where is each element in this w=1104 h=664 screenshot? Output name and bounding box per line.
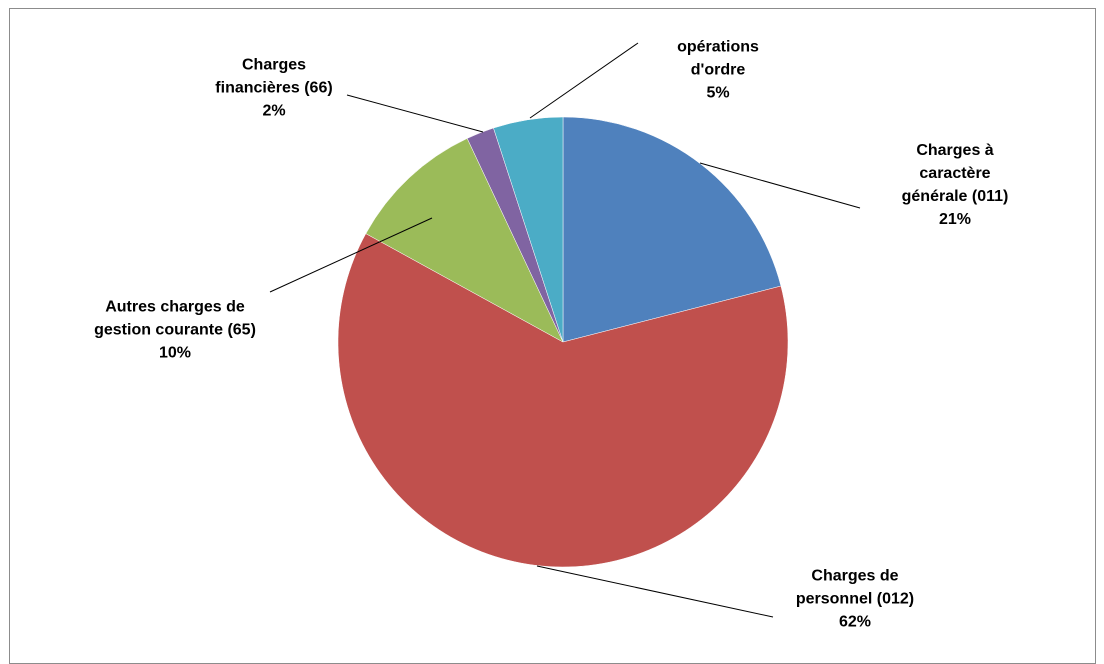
leader-line <box>269 217 433 293</box>
leader-line <box>346 94 484 133</box>
label-value: 5% <box>706 84 730 102</box>
pie-slice <box>562 116 782 343</box>
label-category: Charges de personnel (012) <box>795 567 915 608</box>
data-label: Charges de personnel (012) 62% <box>785 565 925 634</box>
data-label: opérations d'ordre 5% <box>668 36 768 105</box>
label-category: Charges à caractère générale (011) <box>901 142 1009 205</box>
leader-line <box>529 42 639 119</box>
label-category: Charges financières (66) <box>215 56 333 97</box>
data-label: Autres charges de gestion courante (65) 1… <box>93 296 258 365</box>
pie-slice <box>337 233 789 568</box>
label-category: Autres charges de gestion courante (65) <box>94 298 256 339</box>
pie-slice <box>493 116 564 343</box>
label-value: 2% <box>262 102 286 120</box>
label-value: 10% <box>158 344 192 362</box>
label-value: 21% <box>938 211 972 228</box>
data-label: Charges financières (66) 2% <box>204 54 344 123</box>
leader-line <box>536 565 774 618</box>
pie-slice <box>365 138 564 343</box>
label-category: opérations d'ordre <box>677 38 759 79</box>
leader-line <box>699 162 861 209</box>
label-value: 62% <box>838 613 872 631</box>
data-label: Charges à caractère générale (011) 21% <box>888 139 1023 231</box>
